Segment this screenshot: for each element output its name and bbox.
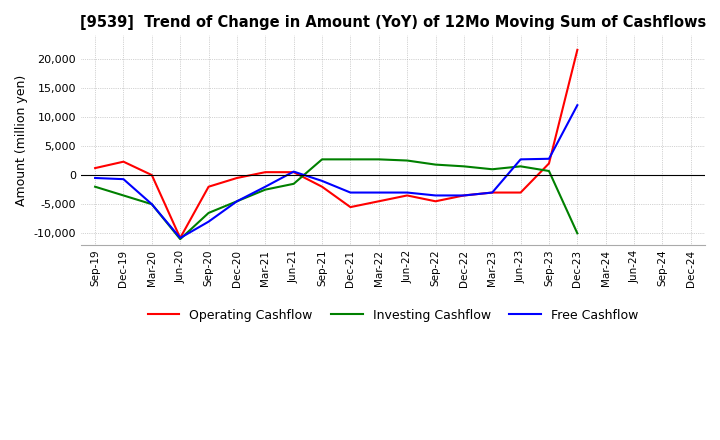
Investing Cashflow [488, 167, 497, 172]
Free Cashflow [573, 103, 582, 108]
Investing Cashflow [431, 162, 440, 167]
Investing Cashflow [374, 157, 383, 162]
Investing Cashflow [544, 169, 553, 174]
Investing Cashflow [573, 231, 582, 236]
Investing Cashflow [459, 164, 468, 169]
Operating Cashflow [204, 184, 213, 189]
Title: [9539]  Trend of Change in Amount (YoY) of 12Mo Moving Sum of Cashflows: [9539] Trend of Change in Amount (YoY) o… [80, 15, 706, 30]
Operating Cashflow [176, 235, 184, 241]
Operating Cashflow [402, 193, 411, 198]
Free Cashflow [431, 193, 440, 198]
Free Cashflow [402, 190, 411, 195]
Y-axis label: Amount (million yen): Amount (million yen) [15, 74, 28, 206]
Operating Cashflow [346, 205, 355, 210]
Free Cashflow [233, 198, 241, 204]
Investing Cashflow [318, 157, 326, 162]
Operating Cashflow [318, 184, 326, 189]
Free Cashflow [488, 190, 497, 195]
Operating Cashflow [544, 161, 553, 166]
Operating Cashflow [488, 190, 497, 195]
Free Cashflow [148, 202, 156, 207]
Free Cashflow [91, 176, 99, 181]
Free Cashflow [261, 184, 269, 189]
Investing Cashflow [91, 184, 99, 189]
Free Cashflow [459, 193, 468, 198]
Operating Cashflow [148, 172, 156, 178]
Free Cashflow [119, 176, 127, 182]
Investing Cashflow [176, 236, 184, 242]
Operating Cashflow [573, 47, 582, 52]
Free Cashflow [289, 169, 298, 174]
Investing Cashflow [346, 157, 355, 162]
Investing Cashflow [516, 164, 525, 169]
Line: Free Cashflow: Free Cashflow [95, 105, 577, 238]
Free Cashflow [204, 219, 213, 224]
Investing Cashflow [233, 198, 241, 204]
Free Cashflow [516, 157, 525, 162]
Free Cashflow [176, 235, 184, 241]
Line: Investing Cashflow: Investing Cashflow [95, 159, 577, 239]
Line: Operating Cashflow: Operating Cashflow [95, 50, 577, 238]
Operating Cashflow [261, 169, 269, 175]
Operating Cashflow [289, 169, 298, 175]
Free Cashflow [544, 156, 553, 161]
Operating Cashflow [374, 198, 383, 204]
Operating Cashflow [233, 176, 241, 181]
Free Cashflow [374, 190, 383, 195]
Free Cashflow [346, 190, 355, 195]
Operating Cashflow [431, 198, 440, 204]
Investing Cashflow [148, 202, 156, 207]
Free Cashflow [318, 178, 326, 183]
Investing Cashflow [119, 193, 127, 198]
Investing Cashflow [289, 181, 298, 187]
Operating Cashflow [516, 190, 525, 195]
Investing Cashflow [261, 187, 269, 192]
Legend: Operating Cashflow, Investing Cashflow, Free Cashflow: Operating Cashflow, Investing Cashflow, … [143, 304, 643, 327]
Investing Cashflow [204, 210, 213, 216]
Operating Cashflow [91, 165, 99, 171]
Operating Cashflow [119, 159, 127, 164]
Investing Cashflow [402, 158, 411, 163]
Operating Cashflow [459, 193, 468, 198]
